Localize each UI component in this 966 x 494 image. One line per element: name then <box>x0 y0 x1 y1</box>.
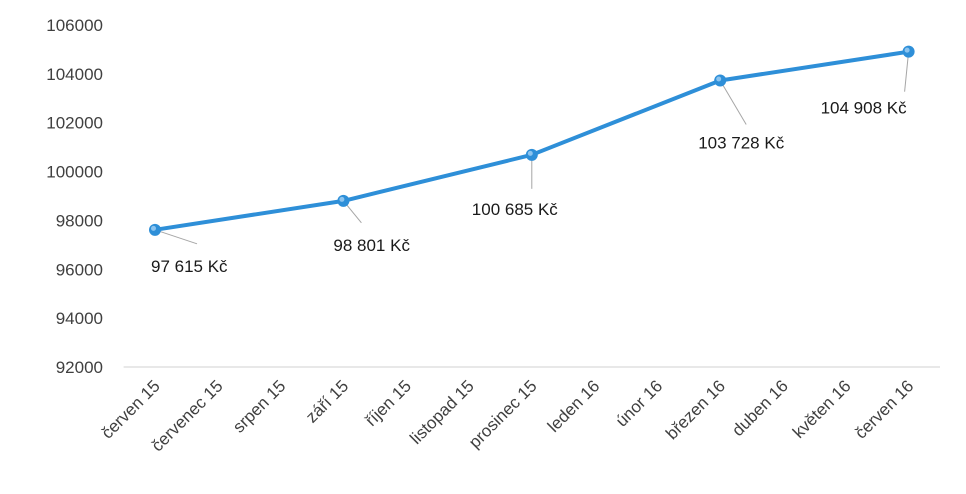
y-axis: 92000 94000 96000 98000 100000 102000 104000 10… <box>46 16 103 377</box>
data-label: 103 728 Kč <box>698 134 785 153</box>
y-tick-label: 96000 <box>56 260 103 279</box>
data-label: 100 685 Kč <box>472 200 559 219</box>
data-label: 104 908 Kč <box>821 99 908 118</box>
x-tick-label: prosinec 15 <box>465 376 541 452</box>
x-tick-label: leden 16 <box>544 376 604 436</box>
y-tick-label: 102000 <box>46 114 103 133</box>
data-label: 98 801 Kč <box>333 236 410 255</box>
data-point-highlight <box>527 150 533 156</box>
leader-line <box>904 51 910 92</box>
x-tick-label: srpen 15 <box>229 376 289 436</box>
leader-lines <box>154 51 910 245</box>
leader-line <box>719 80 747 125</box>
y-tick-label: 104000 <box>46 65 103 84</box>
data-labels: 97 615 Kč 98 801 Kč 100 685 Kč 103 728 Kč 10… <box>151 99 907 276</box>
y-tick-label: 100000 <box>46 163 103 182</box>
data-label: 97 615 Kč <box>151 257 228 276</box>
x-tick-label: duben 16 <box>728 376 792 440</box>
leader-line <box>154 229 198 245</box>
data-point-highlight <box>339 196 345 202</box>
y-tick-label: 98000 <box>56 211 103 230</box>
x-tick-label: červen 15 <box>98 376 164 442</box>
y-tick-label: 106000 <box>46 16 103 35</box>
x-tick-label: září 15 <box>302 376 352 426</box>
data-point-highlight <box>151 225 156 231</box>
y-tick-label: 92000 <box>56 358 103 377</box>
x-tick-label: květen 16 <box>789 376 855 442</box>
data-markers <box>149 45 915 236</box>
x-tick-label: únor 16 <box>612 376 666 430</box>
x-tick-label: červen 16 <box>851 376 917 442</box>
x-tick-label: říjen 15 <box>361 376 415 430</box>
data-point-highlight <box>716 76 722 82</box>
x-tick-label: březen 16 <box>662 376 729 443</box>
data-point-highlight <box>904 47 910 53</box>
y-tick-label: 94000 <box>56 309 103 328</box>
